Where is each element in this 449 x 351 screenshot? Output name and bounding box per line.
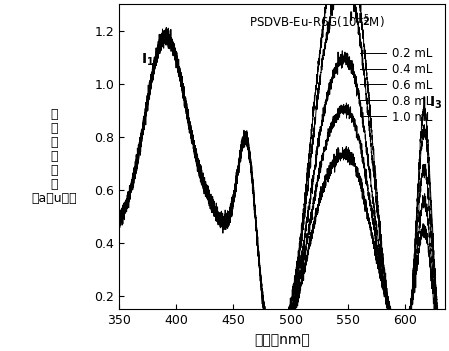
- 0.4 mL: [116, 212, 122, 216]
- 0.6 mL: [116, 217, 122, 221]
- Line: 0.4 mL: 0.4 mL: [119, 0, 445, 351]
- 0.8 mL: [154, 59, 159, 63]
- 0.6 mL: [436, 327, 441, 331]
- 0.8 mL: [436, 338, 441, 342]
- 0.2 mL: [436, 318, 441, 322]
- 0.6 mL: [255, 253, 261, 257]
- 0.2 mL: [255, 247, 261, 251]
- Legend: 0.2 mL, 0.4 mL, 0.6 mL, 0.8 mL, 1.0 mL: 0.2 mL, 0.4 mL, 0.6 mL, 0.8 mL, 1.0 mL: [360, 47, 432, 124]
- 0.2 mL: [401, 342, 406, 346]
- 0.6 mL: [242, 142, 247, 146]
- 1.0 mL: [116, 220, 122, 225]
- 1.0 mL: [154, 54, 159, 59]
- 0.2 mL: [154, 56, 159, 60]
- 0.2 mL: [173, 53, 178, 57]
- 0.6 mL: [154, 56, 159, 60]
- 0.8 mL: [255, 254, 261, 259]
- Line: 1.0 mL: 1.0 mL: [119, 27, 445, 351]
- 1.0 mL: [173, 57, 178, 61]
- 1.0 mL: [401, 321, 406, 325]
- 0.6 mL: [163, 26, 169, 31]
- 0.4 mL: [255, 253, 261, 257]
- 0.8 mL: [442, 343, 448, 347]
- Text: $\mathbf{I_3}$: $\mathbf{I_3}$: [429, 94, 442, 111]
- Text: 药
光
发
射
强
度
（a．u．）: 药 光 发 射 强 度 （a．u．）: [31, 108, 77, 205]
- 0.8 mL: [242, 137, 247, 141]
- 0.6 mL: [173, 57, 178, 61]
- 0.2 mL: [116, 221, 122, 225]
- 1.0 mL: [163, 25, 169, 29]
- 0.6 mL: [401, 331, 406, 335]
- X-axis label: 波长（nm）: 波长（nm）: [254, 333, 310, 347]
- 0.4 mL: [442, 344, 448, 349]
- 0.4 mL: [173, 55, 178, 60]
- 0.4 mL: [436, 319, 441, 323]
- 0.6 mL: [442, 346, 448, 351]
- Text: $\mathbf{I_1}$: $\mathbf{I_1}$: [141, 52, 154, 68]
- Line: 0.2 mL: 0.2 mL: [119, 0, 445, 351]
- Line: 0.8 mL: 0.8 mL: [119, 29, 445, 351]
- 1.0 mL: [242, 134, 247, 138]
- 0.8 mL: [116, 220, 122, 224]
- 0.8 mL: [401, 322, 406, 326]
- 0.4 mL: [241, 137, 247, 141]
- Line: 0.6 mL: 0.6 mL: [119, 28, 445, 351]
- 1.0 mL: [255, 253, 261, 258]
- 0.2 mL: [241, 140, 247, 144]
- 1.0 mL: [442, 347, 448, 351]
- Text: PSDVB-Eu-R6G(10$^{-5}$M): PSDVB-Eu-R6G(10$^{-5}$M): [249, 13, 385, 31]
- Text: $\mathbf{I_2}$: $\mathbf{I_2}$: [357, 12, 370, 28]
- 0.8 mL: [160, 27, 165, 31]
- 1.0 mL: [436, 336, 441, 340]
- 0.4 mL: [154, 50, 159, 54]
- 0.2 mL: [442, 340, 448, 344]
- 0.4 mL: [401, 339, 406, 343]
- 0.8 mL: [173, 55, 178, 59]
